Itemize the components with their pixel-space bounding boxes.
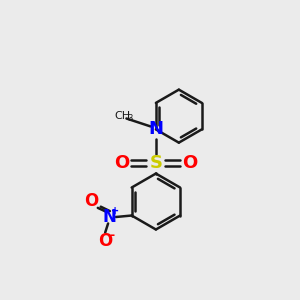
Text: O: O — [182, 154, 197, 172]
Text: +: + — [111, 206, 119, 215]
Text: O: O — [114, 154, 130, 172]
Text: -: - — [109, 229, 114, 242]
Text: 3: 3 — [127, 114, 133, 123]
Text: N: N — [103, 208, 116, 226]
Text: S: S — [149, 154, 162, 172]
Text: CH: CH — [114, 110, 130, 121]
Text: O: O — [84, 192, 98, 210]
Text: O: O — [98, 232, 112, 250]
Text: N: N — [148, 120, 164, 138]
